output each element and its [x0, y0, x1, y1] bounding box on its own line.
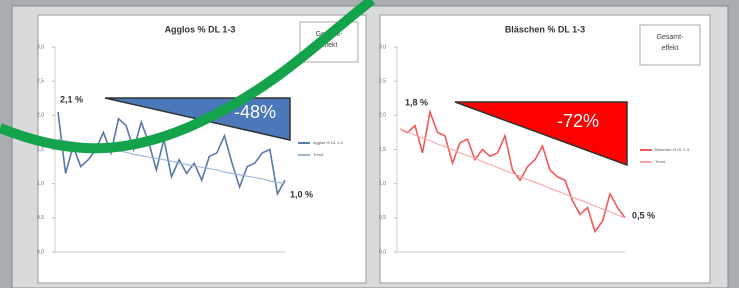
- y-tick-label: 3,0: [37, 44, 44, 50]
- y-tick-label: 0,0: [37, 249, 44, 255]
- legend-label: Agglos % DL 1-3: [313, 140, 344, 145]
- effect-label: -72%: [557, 111, 599, 131]
- effect-box-text: Gesamt-: [657, 34, 685, 41]
- y-tick-label: 1,5: [37, 147, 44, 153]
- y-tick-label: 1,5: [379, 147, 386, 153]
- y-tick-label: 0,0: [379, 249, 386, 255]
- effect-box-text: effekt: [662, 45, 679, 52]
- y-tick-label: 1,0: [37, 181, 44, 187]
- y-tick-label: 2,0: [37, 113, 44, 119]
- chart-title: Bläschen % DL 1-3: [505, 24, 585, 34]
- end-label: 0,5 %: [632, 210, 655, 220]
- start-label: 2,1 %: [60, 94, 83, 104]
- y-tick-label: 2,0: [379, 113, 386, 119]
- legend-label: Bläschen % DL 1-3: [655, 147, 690, 152]
- legend-label: Trend: [655, 159, 665, 164]
- screenshot: Agglos % DL 1-3 0,0 0,5 1,0 1,5 2,0 2,5 3,0 Aggl…: [0, 0, 739, 288]
- y-tick-label: 2,5: [37, 78, 44, 84]
- end-label: 1,0 %: [290, 189, 313, 199]
- y-tick-label: 0,5: [379, 215, 386, 221]
- legend-label: Trend: [313, 152, 323, 157]
- chart-title: Agglos % DL 1-3: [165, 24, 236, 34]
- y-tick-label: 0,5: [37, 215, 44, 221]
- start-label: 1,8 %: [405, 97, 428, 107]
- y-tick-label: 2,5: [379, 78, 386, 84]
- y-tick-label: 3,0: [379, 44, 386, 50]
- y-tick-label: 1,0: [379, 181, 386, 187]
